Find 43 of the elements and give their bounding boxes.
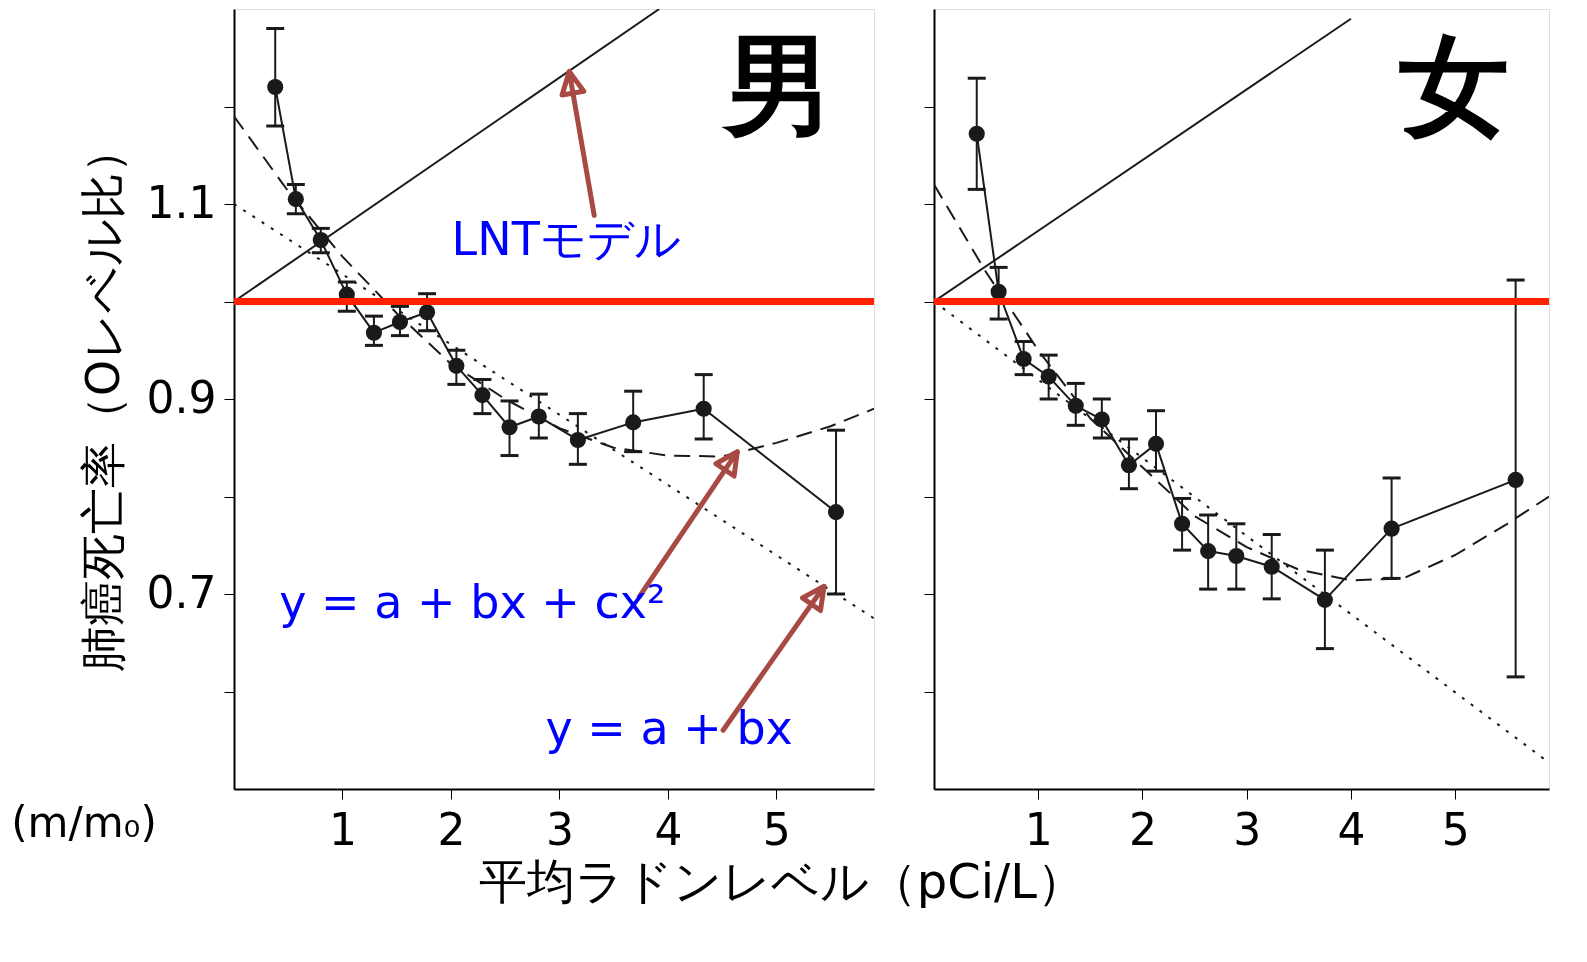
y-tick-label: 1.1 bbox=[146, 176, 217, 228]
x-tick-label: 3 bbox=[545, 803, 574, 855]
point bbox=[968, 125, 985, 142]
chart-title: 女 bbox=[1399, 22, 1509, 150]
x-tick-label: 1 bbox=[328, 803, 357, 855]
x-tick-label: 5 bbox=[1441, 803, 1470, 855]
x-tick-label: 2 bbox=[437, 803, 466, 855]
point bbox=[1200, 543, 1217, 560]
x-tick-label: 1 bbox=[1024, 803, 1053, 855]
point bbox=[267, 78, 284, 96]
point bbox=[391, 313, 409, 331]
point bbox=[1174, 515, 1191, 532]
point bbox=[827, 504, 845, 521]
point bbox=[1316, 591, 1333, 608]
point bbox=[625, 414, 642, 431]
x-tick-label: 4 bbox=[1337, 803, 1366, 855]
annotation: LNTモデル bbox=[451, 212, 681, 267]
point bbox=[474, 387, 491, 404]
x-tick-label: 3 bbox=[1233, 803, 1262, 855]
x-axis-title: 平均ラドンレベル（pCi/L） bbox=[478, 852, 1085, 909]
point bbox=[1093, 411, 1110, 428]
point bbox=[695, 400, 712, 417]
x-tick-label: 2 bbox=[1128, 803, 1157, 855]
point bbox=[1507, 471, 1524, 488]
point bbox=[1147, 435, 1165, 452]
point bbox=[365, 324, 382, 341]
text: (m/m₀) bbox=[11, 798, 157, 847]
annotation: y = a + bx bbox=[545, 701, 793, 756]
point bbox=[1228, 547, 1245, 565]
x-tick-label: 4 bbox=[654, 803, 683, 855]
y-tick-label: 0.7 bbox=[146, 566, 217, 618]
annotation: y = a + bx + cx² bbox=[279, 574, 666, 629]
point bbox=[419, 304, 436, 321]
point bbox=[1120, 457, 1137, 474]
x-tick-label: 5 bbox=[762, 803, 791, 855]
point bbox=[501, 419, 518, 436]
y-tick-label: 0.9 bbox=[146, 371, 217, 423]
point bbox=[1040, 368, 1057, 385]
point bbox=[1015, 350, 1032, 368]
point bbox=[1263, 558, 1280, 575]
point bbox=[1383, 520, 1400, 537]
y-axis-title: 肺癌死亡率（Oレベル比） bbox=[75, 126, 130, 673]
chart-title: 男 bbox=[721, 22, 834, 150]
